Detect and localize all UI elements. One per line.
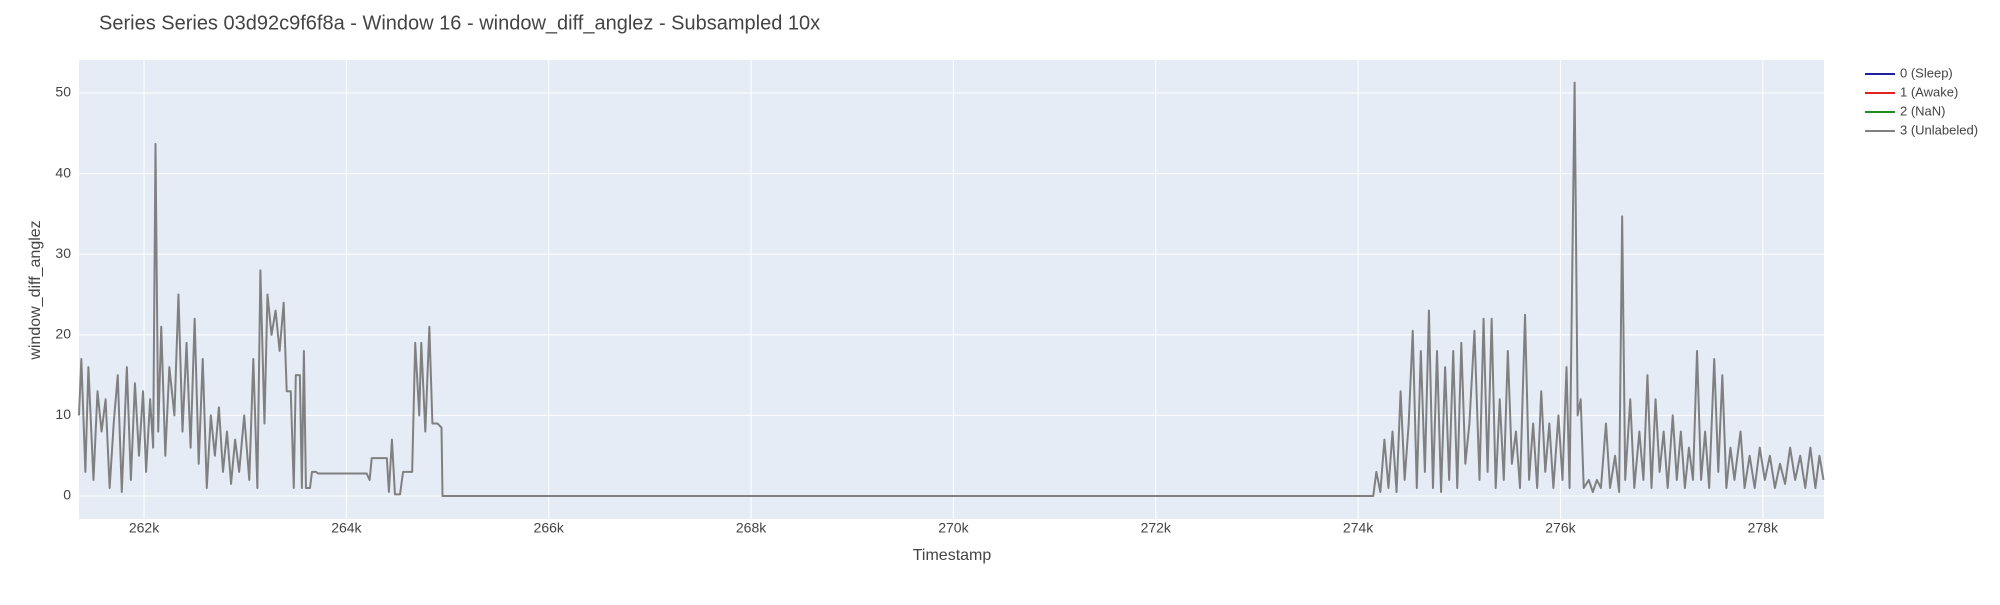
data-line <box>78 81 1825 498</box>
x-tick-label: 276k <box>1545 520 1576 536</box>
legend-label: 3 (Unlabeled) <box>1900 122 1978 137</box>
legend-label: 2 (NaN) <box>1900 103 1946 118</box>
x-tick-label: 266k <box>534 520 565 536</box>
y-tick-label: 10 <box>55 406 71 422</box>
y-axis-title: window_diff_anglez <box>27 220 44 360</box>
y-tick-label: 40 <box>55 164 71 180</box>
x-tick-label: 264k <box>331 520 362 536</box>
y-tick-label: 30 <box>55 245 71 261</box>
x-tick-label: 278k <box>1748 520 1779 536</box>
x-axis-title: Timestamp <box>913 547 992 564</box>
legend-label: 0 (Sleep) <box>1900 65 1953 80</box>
x-tick-label: 274k <box>1343 520 1374 536</box>
plot-area <box>79 60 1824 519</box>
chart-title: Series Series 03d92c9f6f8a - Window 16 -… <box>99 12 820 34</box>
x-tick-label: 262k <box>129 520 160 536</box>
x-tick-label: 268k <box>736 520 767 536</box>
y-tick-label: 20 <box>55 326 71 342</box>
legend-label: 1 (Awake) <box>1900 84 1958 99</box>
y-tick-label: 50 <box>55 84 71 100</box>
y-tick-label: 0 <box>63 487 71 503</box>
x-tick-label: 270k <box>938 520 969 536</box>
x-tick-label: 272k <box>1141 520 1172 536</box>
